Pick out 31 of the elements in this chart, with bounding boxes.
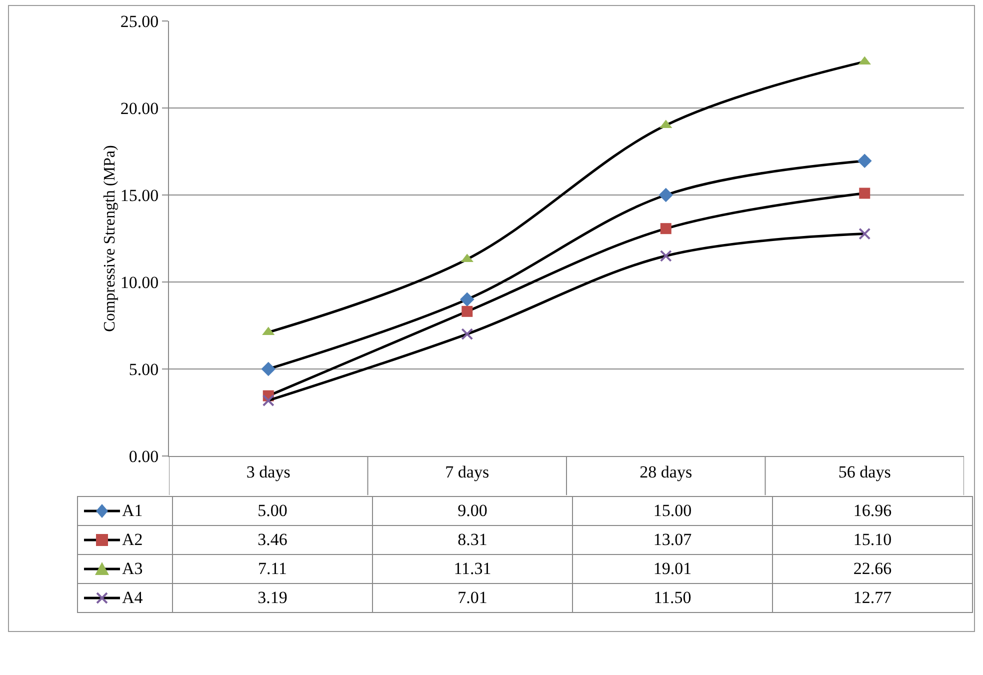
x-tick-label: 7 days [445, 462, 490, 482]
legend-label: A4 [122, 588, 143, 608]
data-label: 15.10 [772, 526, 972, 554]
data-label: 19.01 [572, 554, 772, 584]
data-label: 15.00 [572, 496, 772, 526]
data-label: 12.77 [772, 584, 972, 612]
legend-label: A2 [122, 530, 143, 550]
data-label: 9.00 [372, 496, 572, 526]
data-label: 22.66 [772, 554, 972, 584]
y-tick-label: 5.00 [128, 360, 159, 379]
x-tick-label: 56 days [838, 462, 891, 482]
y-tick-label: 0.00 [128, 446, 159, 466]
data-label: 8.31 [372, 526, 572, 554]
legend-label: A1 [122, 501, 143, 521]
data-label: 7.01 [372, 584, 572, 612]
y-tick-label: 10.00 [120, 272, 159, 292]
data-label: 11.31 [372, 554, 572, 584]
data-label: 3.19 [172, 584, 372, 612]
data-label: 16.96 [772, 496, 972, 526]
y-tick-label: 25.00 [120, 12, 159, 31]
x-tick-label: 3 days [246, 462, 290, 482]
data-label: 13.07 [572, 526, 772, 554]
y-axis-title: Compressive Strength (MPa) [101, 145, 118, 332]
y-tick-label: 15.00 [120, 186, 159, 205]
legend-label: A3 [122, 559, 143, 579]
y-tick-label: 20.00 [120, 98, 159, 118]
data-label: 7.11 [172, 554, 372, 584]
data-label: 5.00 [172, 496, 372, 526]
x-tick-label: 28 days [640, 462, 692, 482]
data-label: 11.50 [572, 584, 772, 612]
data-label: 3.46 [172, 526, 372, 554]
